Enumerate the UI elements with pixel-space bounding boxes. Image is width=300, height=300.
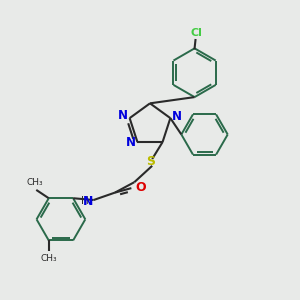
Text: N: N	[83, 195, 93, 208]
Text: N: N	[126, 136, 136, 148]
Text: O: O	[136, 181, 146, 194]
Text: N: N	[172, 110, 182, 123]
Text: CH₃: CH₃	[26, 178, 43, 187]
Text: S: S	[146, 155, 155, 168]
Text: CH₃: CH₃	[40, 254, 57, 263]
Text: H: H	[81, 196, 89, 206]
Text: N: N	[118, 109, 128, 122]
Text: Cl: Cl	[190, 28, 202, 38]
